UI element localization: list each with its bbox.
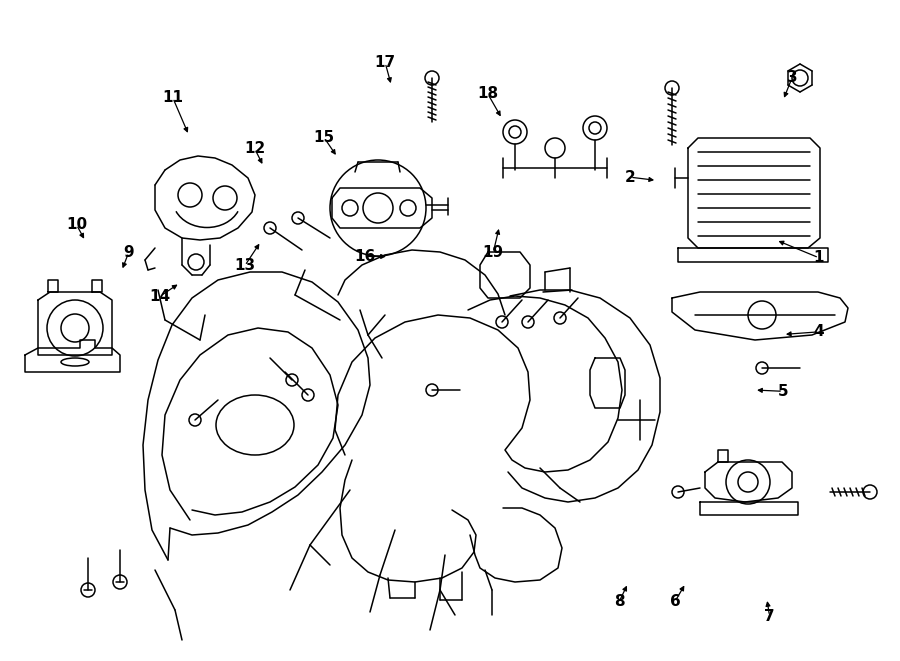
Text: 5: 5	[778, 384, 788, 399]
Text: 15: 15	[313, 130, 335, 145]
Text: 17: 17	[374, 56, 396, 70]
Text: 14: 14	[149, 289, 171, 303]
Text: 18: 18	[477, 87, 499, 101]
Text: 10: 10	[66, 217, 87, 232]
Text: 19: 19	[482, 245, 504, 260]
Text: 1: 1	[814, 251, 824, 265]
Text: 12: 12	[244, 141, 266, 156]
Text: 4: 4	[814, 325, 824, 339]
Text: 6: 6	[670, 594, 680, 609]
Text: 16: 16	[354, 249, 375, 264]
Text: 13: 13	[234, 258, 256, 273]
Text: 3: 3	[787, 71, 797, 85]
Text: 7: 7	[764, 609, 775, 623]
Text: 8: 8	[614, 594, 625, 609]
Text: 9: 9	[123, 245, 134, 260]
Text: 11: 11	[162, 91, 184, 105]
Text: 2: 2	[625, 170, 635, 184]
